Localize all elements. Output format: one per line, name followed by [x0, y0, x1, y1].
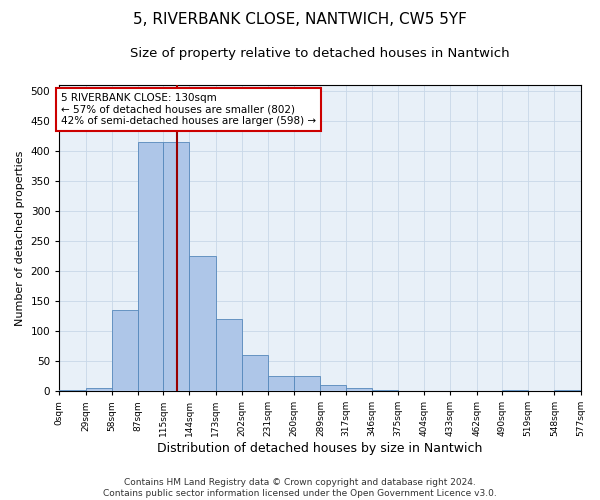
Bar	[346, 388, 372, 391]
Bar	[112, 310, 138, 391]
Y-axis label: Number of detached properties: Number of detached properties	[15, 150, 25, 326]
Bar	[242, 355, 268, 391]
Bar	[294, 376, 320, 391]
Bar	[163, 142, 190, 391]
Bar	[554, 390, 580, 391]
X-axis label: Distribution of detached houses by size in Nantwich: Distribution of detached houses by size …	[157, 442, 482, 455]
Bar	[59, 390, 86, 391]
Bar	[190, 256, 215, 391]
Text: 5, RIVERBANK CLOSE, NANTWICH, CW5 5YF: 5, RIVERBANK CLOSE, NANTWICH, CW5 5YF	[133, 12, 467, 28]
Bar	[215, 319, 242, 391]
Title: Size of property relative to detached houses in Nantwich: Size of property relative to detached ho…	[130, 48, 510, 60]
Bar	[320, 385, 346, 391]
Bar	[502, 390, 528, 391]
Text: Contains HM Land Registry data © Crown copyright and database right 2024.
Contai: Contains HM Land Registry data © Crown c…	[103, 478, 497, 498]
Bar	[138, 142, 163, 391]
Bar	[86, 388, 112, 391]
Bar	[372, 390, 398, 391]
Text: 5 RIVERBANK CLOSE: 130sqm
← 57% of detached houses are smaller (802)
42% of semi: 5 RIVERBANK CLOSE: 130sqm ← 57% of detac…	[61, 93, 316, 126]
Bar	[268, 376, 294, 391]
